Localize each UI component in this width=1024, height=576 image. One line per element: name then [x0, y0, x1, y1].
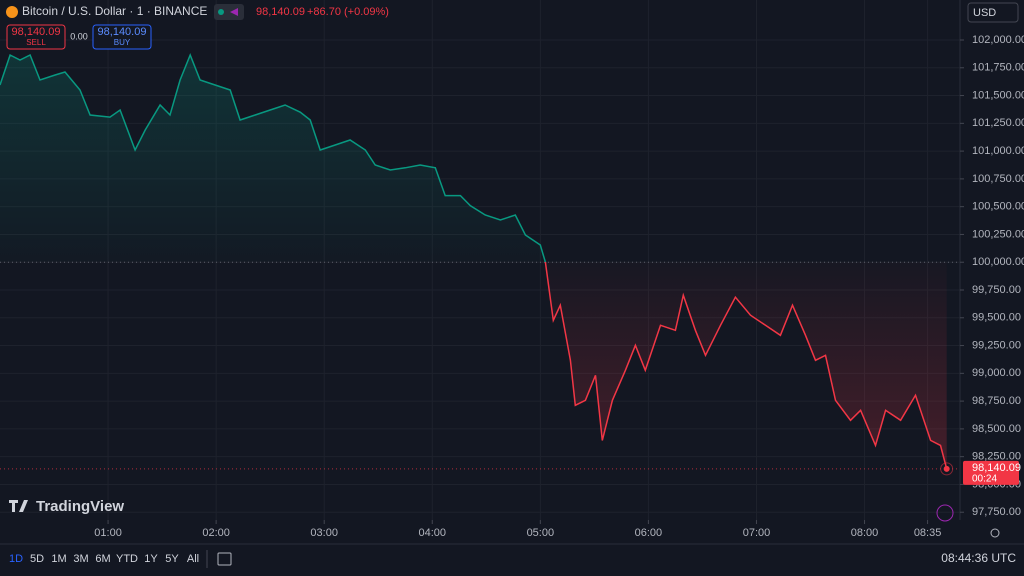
- range-button[interactable]: 5Y: [165, 553, 179, 565]
- y-tick-label: 101,500.00: [972, 89, 1024, 101]
- y-tick-label: 99,250.00: [972, 339, 1021, 351]
- buy-button[interactable]: [92, 24, 152, 50]
- header-price: 98,140.09: [256, 6, 305, 18]
- share-icon: [230, 8, 238, 16]
- buy-price: 98,140.09: [98, 26, 147, 38]
- price-line: [0, 52, 948, 470]
- header-change: +86.70 (+0.09%): [307, 6, 389, 18]
- alert-icon[interactable]: [936, 504, 954, 522]
- range-button[interactable]: 3M: [73, 553, 88, 565]
- y-tick-label: 99,750.00: [972, 284, 1021, 296]
- x-tick-label: 08:00: [851, 527, 879, 539]
- x-tick-label: 08:35: [914, 527, 942, 539]
- currency-button[interactable]: [967, 2, 1019, 23]
- y-tick-label: 99,000.00: [972, 367, 1021, 379]
- y-tick-label: 98,250.00: [972, 451, 1021, 463]
- y-tick-label: 99,500.00: [972, 312, 1021, 324]
- y-tick-label: 100,000.00: [972, 256, 1024, 268]
- buy-label: BUY: [114, 38, 131, 47]
- sell-label: SELL: [26, 38, 46, 47]
- last-price-box: [963, 460, 1019, 485]
- range-button[interactable]: YTD: [116, 553, 138, 565]
- spread: 0.00: [70, 31, 88, 41]
- x-tick-label: 03:00: [310, 527, 338, 539]
- x-tick-label: 06:00: [635, 527, 663, 539]
- countdown: 00:24: [972, 474, 997, 485]
- area: [0, 55, 947, 469]
- y-tick-label: 102,000.00: [972, 34, 1024, 46]
- settings-icon[interactable]: [990, 528, 1000, 538]
- x-tick-label: 05:00: [527, 527, 555, 539]
- logo-icon: [9, 500, 28, 512]
- y-tick-label: 98,750.00: [972, 395, 1021, 407]
- clock: 08:44:36 UTC: [941, 551, 1016, 565]
- x-tick-label: 01:00: [94, 527, 122, 539]
- range-button[interactable]: 1D: [9, 553, 23, 565]
- y-tick-label: 101,250.00: [972, 117, 1024, 129]
- y-tick-label: 100,250.00: [972, 228, 1024, 240]
- x-tick-label: 02:00: [202, 527, 230, 539]
- range-button[interactable]: 5D: [30, 553, 44, 565]
- last-point-ring: [940, 462, 954, 476]
- y-tick-label: 101,750.00: [972, 62, 1024, 74]
- range-button[interactable]: 1M: [51, 553, 66, 565]
- currency: USD: [973, 7, 996, 19]
- x-tick-label: 04:00: [419, 527, 447, 539]
- status-dot: [218, 9, 224, 15]
- sell-button[interactable]: [6, 24, 66, 50]
- y-tick-label: 100,500.00: [972, 201, 1024, 213]
- toolbar: 1D 5D 1M 3M 6M YTD 1Y 5Y All: [9, 553, 199, 565]
- btc-icon: [6, 6, 18, 18]
- range-button[interactable]: All: [187, 553, 199, 565]
- y-tick-label: 98,500.00: [972, 423, 1021, 435]
- last-point: [943, 465, 950, 472]
- last-price-label: 98,140.09: [972, 462, 1021, 474]
- range-button[interactable]: 1Y: [144, 553, 158, 565]
- plot: [0, 0, 960, 520]
- symbol: Bitcoin / U.S. Dollar · 1 · BINANCE: [22, 4, 207, 18]
- range-button[interactable]: 6M: [95, 553, 110, 565]
- indicator-button[interactable]: [214, 4, 244, 20]
- y-tick-label: 100,750.00: [972, 173, 1024, 185]
- y-tick-label: 101,000.00: [972, 145, 1024, 157]
- y-tick-label: 97,750.00: [972, 506, 1021, 518]
- x-tick-label: 07:00: [743, 527, 771, 539]
- calendar-icon[interactable]: [217, 552, 232, 566]
- logo-text: TradingView: [36, 498, 124, 515]
- sell-price: 98,140.09: [12, 26, 61, 38]
